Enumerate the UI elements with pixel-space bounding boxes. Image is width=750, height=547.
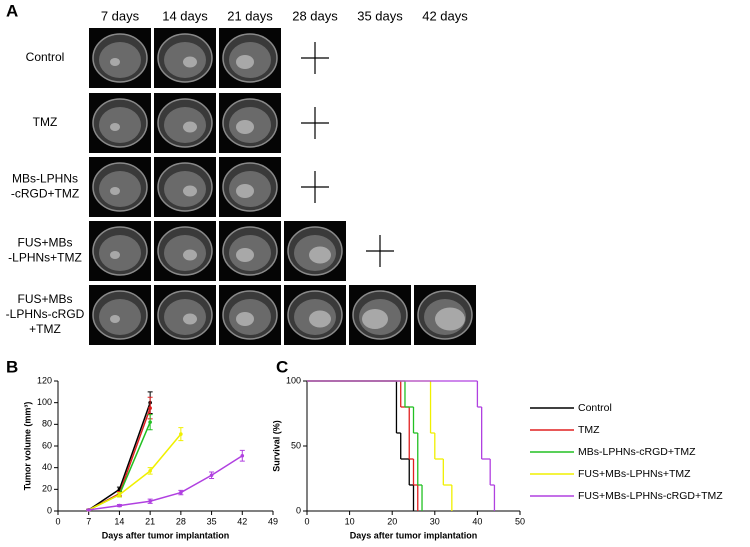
y-tick-label: 80 bbox=[42, 419, 52, 429]
mri-tumor bbox=[236, 248, 254, 262]
data-point bbox=[179, 490, 183, 495]
row-label: FUS+MBs bbox=[17, 236, 72, 250]
x-tick-label: 7 bbox=[86, 516, 91, 526]
legend-label: FUS+MBs-LPHNs-cRGD+TMZ bbox=[578, 490, 723, 502]
data-point bbox=[117, 503, 122, 508]
mri-tumor bbox=[236, 184, 254, 198]
x-tick-label: 50 bbox=[515, 516, 525, 526]
legend-label: TMZ bbox=[578, 424, 600, 436]
row-label: +TMZ bbox=[29, 322, 61, 336]
mri-brain bbox=[99, 299, 141, 335]
x-tick-label: 10 bbox=[345, 516, 355, 526]
y-tick-label: 40 bbox=[42, 462, 52, 472]
column-header: 28 days bbox=[292, 8, 338, 23]
x-tick-label: 30 bbox=[430, 516, 440, 526]
series-line bbox=[88, 455, 243, 511]
row-label: -cRGD+TMZ bbox=[11, 187, 79, 201]
panel-label: C bbox=[276, 357, 288, 376]
legend-label: FUS+MBs-LPHNs+TMZ bbox=[578, 468, 691, 480]
column-header: 21 days bbox=[227, 8, 273, 23]
data-point bbox=[117, 492, 122, 497]
mri-tumor bbox=[110, 123, 120, 131]
data-point bbox=[86, 508, 91, 512]
mri-tumor bbox=[110, 315, 120, 323]
column-header: 35 days bbox=[357, 8, 403, 23]
x-tick-label: 35 bbox=[207, 516, 217, 526]
x-tick-label: 42 bbox=[237, 516, 247, 526]
data-point bbox=[148, 499, 152, 504]
x-tick-label: 49 bbox=[268, 516, 278, 526]
row-label: MBs-LPHNs bbox=[12, 172, 78, 186]
y-axis-title: Survival (%) bbox=[271, 420, 281, 472]
x-tick-label: 40 bbox=[472, 516, 482, 526]
legend-label: Control bbox=[578, 402, 612, 414]
data-point bbox=[148, 420, 152, 424]
data-point bbox=[148, 469, 152, 473]
mri-tumor bbox=[183, 185, 197, 197]
mri-tumor bbox=[183, 249, 197, 261]
mri-tumor bbox=[110, 251, 120, 259]
mri-tumor bbox=[362, 309, 388, 329]
x-tick-label: 0 bbox=[55, 516, 60, 526]
x-axis-title: Days after tumor implantation bbox=[350, 530, 478, 540]
mri-tumor bbox=[183, 313, 197, 325]
series-line bbox=[88, 433, 182, 511]
data-point bbox=[209, 473, 214, 478]
row-label: Control bbox=[26, 50, 65, 64]
mri-tumor bbox=[309, 310, 331, 328]
row-label: TMZ bbox=[33, 115, 58, 129]
row-label: -LPHNs+TMZ bbox=[8, 251, 82, 265]
x-tick-label: 14 bbox=[114, 516, 124, 526]
mri-brain bbox=[99, 235, 141, 271]
panel-label: B bbox=[6, 357, 18, 376]
mri-tumor bbox=[309, 246, 331, 264]
mri-tumor bbox=[110, 187, 120, 195]
y-tick-label: 100 bbox=[286, 375, 301, 385]
row-label: FUS+MBs bbox=[17, 292, 72, 306]
column-header: 14 days bbox=[162, 8, 208, 23]
y-tick-label: 20 bbox=[42, 484, 52, 494]
mri-brain bbox=[99, 171, 141, 207]
x-tick-label: 28 bbox=[176, 516, 186, 526]
y-tick-label: 0 bbox=[47, 505, 52, 515]
mri-tumor bbox=[236, 312, 254, 326]
data-point bbox=[179, 432, 183, 436]
y-tick-label: 0 bbox=[296, 505, 301, 515]
x-tick-label: 0 bbox=[304, 516, 309, 526]
y-tick-label: 120 bbox=[37, 375, 52, 385]
y-tick-label: 100 bbox=[37, 397, 52, 407]
mri-tumor bbox=[236, 55, 254, 69]
mri-tumor bbox=[183, 121, 197, 133]
y-axis-title: Tumor volume (mm³) bbox=[22, 402, 32, 491]
panel-label: A bbox=[6, 1, 18, 20]
x-tick-label: 20 bbox=[387, 516, 397, 526]
y-tick-label: 60 bbox=[42, 440, 52, 450]
row-label: -LPHNs-cRGD bbox=[6, 307, 85, 321]
data-point bbox=[240, 453, 245, 458]
mri-brain bbox=[99, 42, 141, 78]
x-axis-title: Days after tumor implantation bbox=[102, 530, 230, 540]
y-tick-label: 50 bbox=[291, 440, 301, 450]
mri-tumor bbox=[435, 307, 465, 331]
data-point bbox=[148, 406, 152, 410]
legend-label: MBs-LPHNs-cRGD+TMZ bbox=[578, 446, 696, 458]
column-header: 7 days bbox=[101, 8, 140, 23]
mri-brain bbox=[99, 107, 141, 143]
mri-tumor bbox=[183, 56, 197, 68]
mri-tumor bbox=[236, 120, 254, 134]
x-tick-label: 21 bbox=[145, 516, 155, 526]
mri-tumor bbox=[110, 58, 120, 66]
column-header: 42 days bbox=[422, 8, 468, 23]
